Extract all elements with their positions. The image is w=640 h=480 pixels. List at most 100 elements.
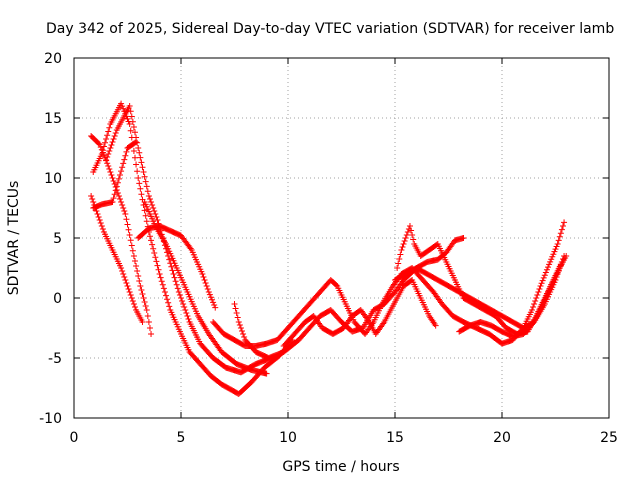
series-track-13 — [456, 253, 568, 340]
data-point — [161, 289, 168, 295]
data-point — [178, 295, 184, 301]
data-point — [553, 274, 560, 280]
data-point — [543, 266, 550, 273]
data-point — [173, 281, 180, 288]
x-tick-label: 10 — [279, 430, 297, 446]
data-point — [100, 143, 107, 150]
data-point — [108, 172, 115, 178]
data-point — [105, 151, 112, 157]
data-point — [107, 145, 114, 151]
data-point — [398, 247, 405, 253]
data-point — [124, 115, 131, 122]
data-marks — [88, 100, 570, 397]
data-point — [148, 331, 155, 337]
data-point — [180, 301, 187, 307]
x-tick-label: 0 — [70, 430, 79, 446]
data-point — [139, 319, 146, 325]
data-point — [143, 218, 150, 225]
data-point — [146, 196, 153, 202]
data-point — [183, 310, 190, 316]
data-point — [118, 265, 125, 271]
data-point — [145, 319, 152, 325]
data-point — [203, 283, 210, 289]
data-point — [409, 232, 416, 238]
data-point — [176, 292, 183, 298]
data-point — [406, 223, 413, 229]
data-point — [118, 168, 125, 175]
data-point — [119, 268, 126, 274]
data-point — [557, 230, 564, 237]
data-point — [165, 299, 172, 306]
data-point — [153, 258, 160, 265]
data-point — [212, 304, 219, 311]
data-point — [127, 292, 134, 298]
data-point — [547, 258, 554, 265]
data-point — [403, 232, 410, 238]
data-point — [202, 280, 209, 286]
data-point — [534, 292, 541, 298]
data-point — [535, 289, 542, 295]
data-point — [211, 302, 218, 308]
data-point — [558, 259, 565, 265]
data-point — [554, 241, 561, 247]
data-point — [141, 299, 148, 305]
y-tick-label: -5 — [48, 351, 62, 367]
data-point — [402, 235, 409, 241]
data-point — [113, 183, 120, 190]
data-point — [136, 149, 143, 156]
data-point — [236, 322, 243, 328]
data-point — [394, 265, 401, 271]
series-track-2 — [88, 133, 155, 337]
data-point — [126, 289, 133, 295]
data-point — [234, 314, 241, 321]
data-point — [559, 223, 566, 229]
data-point — [151, 208, 158, 214]
data-point — [144, 313, 151, 319]
data-point — [142, 303, 149, 309]
y-tick-label: 20 — [44, 51, 62, 67]
data-point — [552, 277, 559, 283]
data-point — [122, 152, 129, 159]
data-point — [199, 271, 206, 277]
data-point — [152, 254, 159, 261]
data-point — [106, 166, 113, 172]
data-point — [110, 136, 117, 142]
data-point — [207, 294, 214, 301]
data-point — [139, 291, 146, 297]
data-point — [100, 152, 107, 159]
data-point — [131, 304, 138, 310]
data-point — [130, 253, 137, 259]
chart-title: Day 342 of 2025, Sidereal Day-to-day VTE… — [46, 21, 614, 37]
data-point — [131, 129, 138, 136]
data-point — [130, 301, 137, 307]
data-point — [127, 108, 134, 115]
data-point — [164, 296, 171, 303]
data-point — [96, 217, 103, 223]
data-point — [142, 178, 149, 185]
data-point — [118, 100, 125, 107]
data-point — [400, 241, 407, 247]
data-point — [137, 283, 144, 289]
data-point — [103, 157, 110, 163]
data-point — [120, 205, 127, 211]
data-point — [542, 269, 549, 276]
data-point — [125, 226, 132, 233]
data-point — [118, 199, 125, 205]
data-point — [169, 267, 176, 274]
data-point — [127, 237, 134, 244]
data-point — [126, 103, 133, 109]
data-point — [136, 180, 143, 187]
data-point — [131, 258, 138, 264]
data-point — [241, 334, 248, 340]
data-point — [99, 149, 106, 156]
data-point — [561, 253, 568, 259]
data-point — [204, 286, 211, 292]
data-point — [397, 251, 404, 258]
data-point — [103, 136, 110, 142]
data-point — [401, 238, 408, 244]
data-point — [128, 295, 135, 301]
data-point — [555, 268, 562, 274]
data-point — [538, 280, 545, 287]
data-point — [537, 283, 544, 289]
data-point — [154, 262, 161, 269]
